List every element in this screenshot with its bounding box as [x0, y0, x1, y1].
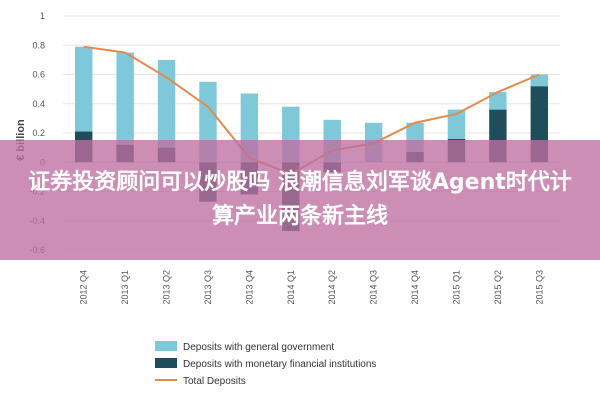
y-tick-label: 0.8	[32, 40, 45, 50]
x-axis-ticks: 2012 Q4 2013 Q1 2013 Q2 2013 Q3 2013 Q4 2014 …	[79, 270, 545, 305]
legend-swatch	[155, 358, 177, 368]
legend-label: Total Deposits	[183, 376, 246, 387]
x-tick-label: 2014 Q3	[369, 270, 379, 305]
x-tick-label: 2012 Q4	[79, 270, 89, 305]
overlay-banner: 证券投资顾问可以炒股吗 浪潮信息刘军谈Agent时代计算产业两条新主线	[0, 140, 600, 260]
x-tick-label: 2014 Q2	[327, 270, 337, 305]
x-tick-label: 2014 Q4	[410, 270, 420, 305]
x-tick-label: 2013 Q3	[203, 270, 213, 305]
x-tick-label: 2013 Q1	[120, 270, 130, 305]
legend: Deposits with general government Deposits…	[155, 341, 376, 387]
overlay-headline: 证券投资顾问可以炒股吗 浪潮信息刘军谈Agent时代计算产业两条新主线	[28, 170, 572, 229]
bar-general-government	[447, 109, 466, 139]
y-tick-label: 0.2	[32, 128, 45, 138]
x-tick-label: 2015 Q3	[534, 270, 544, 305]
legend-label: Deposits with monetary financial institu…	[183, 359, 376, 370]
y-tick-label: 0.6	[32, 70, 45, 80]
x-tick-label: 2014 Q1	[286, 270, 296, 305]
y-tick-label: 0.4	[32, 99, 45, 109]
bar-general-government	[75, 46, 93, 132]
legend-label: Deposits with general government	[183, 342, 334, 353]
y-tick-label: 1	[40, 11, 45, 21]
x-tick-label: 2015 Q1	[451, 270, 461, 305]
bar-general-government	[530, 74, 548, 87]
bar-general-government	[116, 52, 134, 145]
bar-general-government	[489, 92, 507, 110]
x-tick-label: 2015 Q2	[493, 270, 503, 305]
x-tick-label: 2013 Q4	[244, 270, 254, 305]
bar-general-government	[157, 59, 176, 148]
legend-swatch	[155, 341, 177, 351]
x-tick-label: 2013 Q2	[162, 270, 172, 305]
